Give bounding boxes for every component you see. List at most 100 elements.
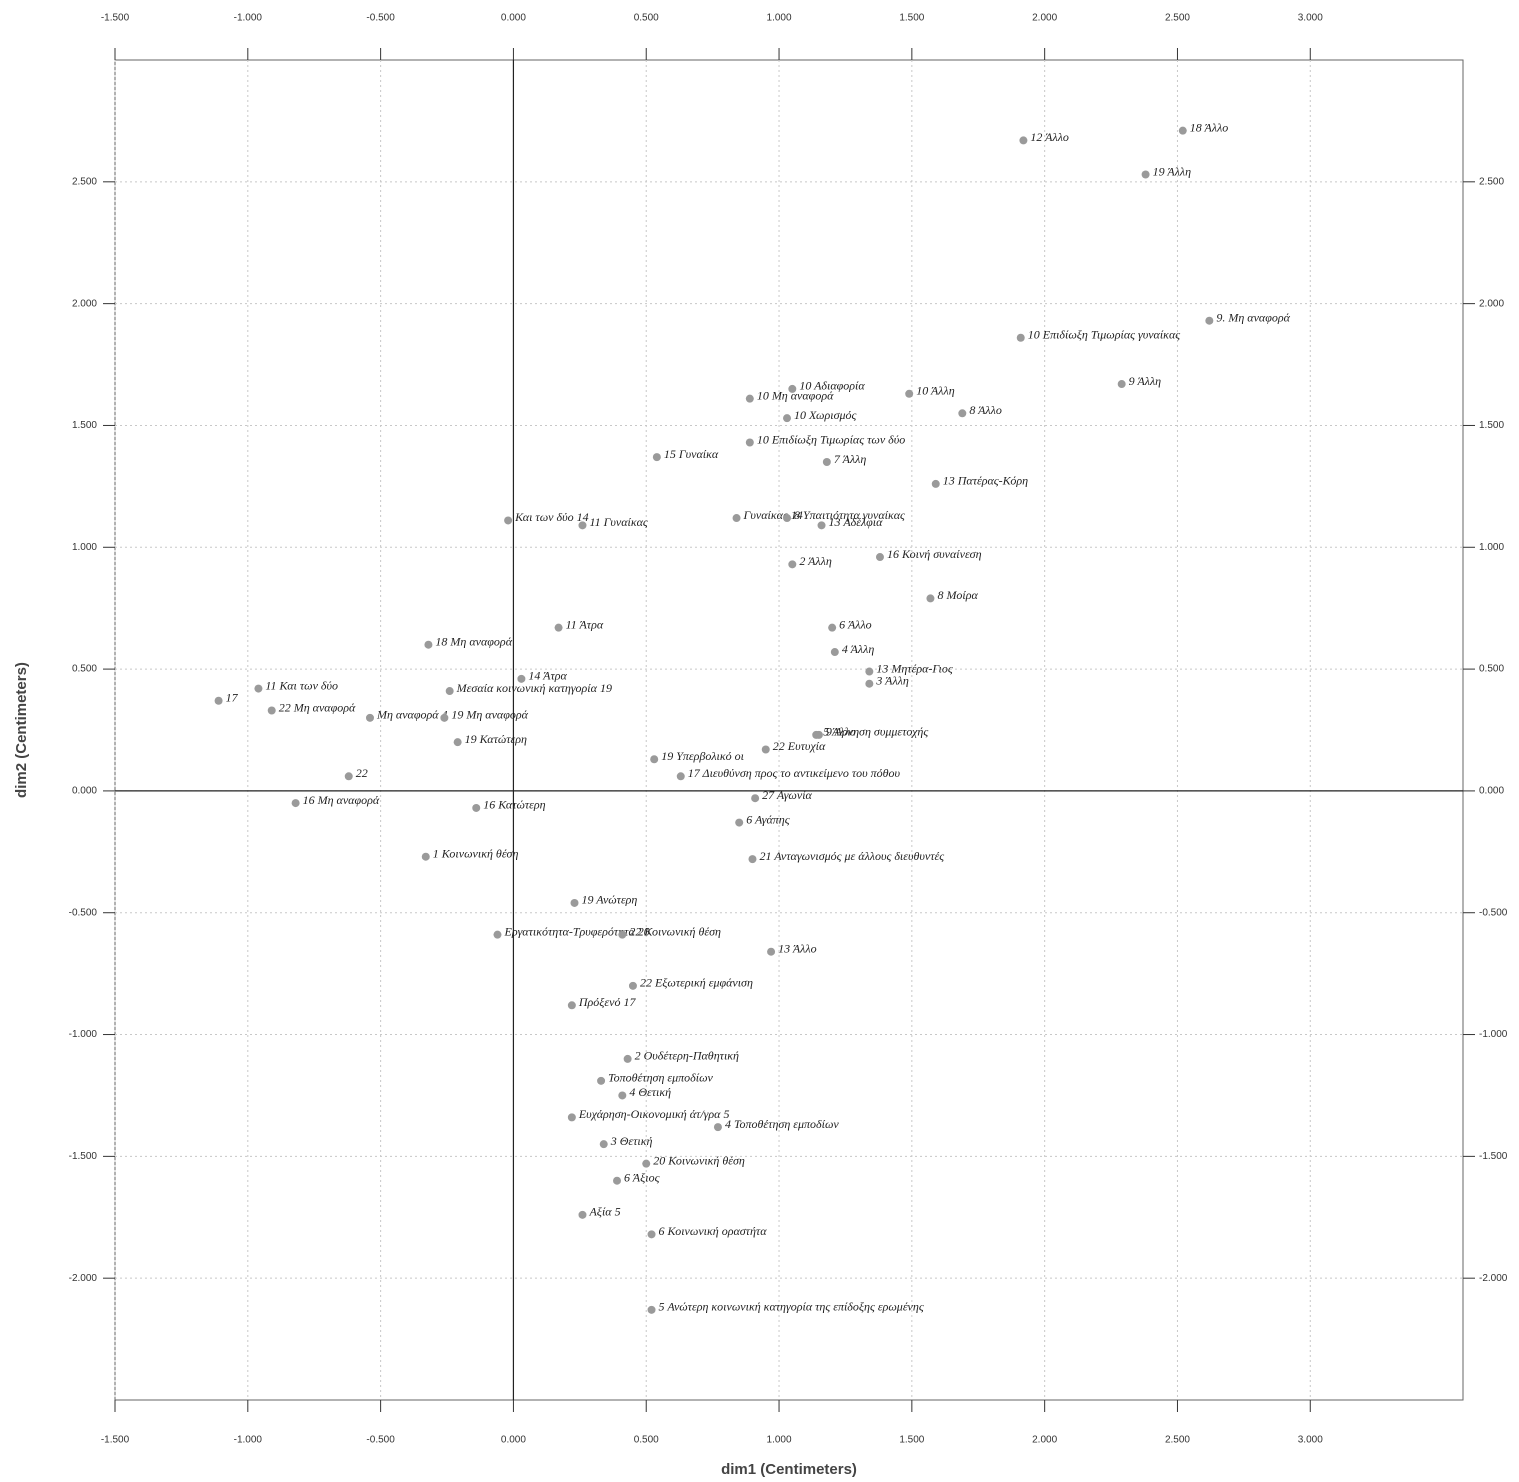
- point: [677, 772, 685, 780]
- plot-frame: [115, 60, 1463, 1400]
- point-label: 1 Κοινωνική θέση: [433, 846, 519, 860]
- point: [762, 745, 770, 753]
- point: [618, 1091, 626, 1099]
- point-label: 7 Άλλη: [834, 452, 867, 466]
- point: [366, 714, 374, 722]
- x-tick-label: 2.000: [1032, 1435, 1057, 1446]
- y-tick-label: -1.500: [69, 1151, 98, 1162]
- point-label: 16 Μη αναφορά: [303, 793, 380, 807]
- point-label: 27 Αγωνία: [762, 788, 812, 802]
- point-label: 6 Κοινωνική οραστήτα: [659, 1224, 768, 1238]
- y-tick-label-right: -1.500: [1479, 1151, 1508, 1162]
- x-tick-label: -0.500: [366, 1435, 395, 1446]
- point: [751, 794, 759, 802]
- x-tick-label-top: 1.000: [767, 13, 792, 24]
- x-tick-label: 2.500: [1165, 1435, 1190, 1446]
- x-tick-label-top: 0.000: [501, 13, 526, 24]
- point: [440, 714, 448, 722]
- y-tick-label-right: 2.000: [1479, 298, 1504, 309]
- point-label: 9 Άρνηση συμμετοχής: [826, 725, 929, 739]
- point-label: Αξία 5: [588, 1205, 620, 1219]
- point: [504, 516, 512, 524]
- point-label: 8 Μοίρα: [937, 588, 978, 602]
- x-tick-label-top: 0.500: [634, 13, 659, 24]
- x-tick-label: 1.500: [899, 1435, 924, 1446]
- point: [746, 439, 754, 447]
- point-label: 4 Τοποθέτηση εμποδίων: [725, 1117, 839, 1131]
- point: [629, 982, 637, 990]
- point: [746, 395, 754, 403]
- x-axis-title: dim1 (Centimeters): [721, 1461, 857, 1478]
- point: [650, 755, 658, 763]
- point-label: 2 Άλλη: [799, 554, 832, 568]
- point-label: 19 Υπερβολικό οι: [661, 749, 744, 763]
- point: [424, 641, 432, 649]
- point: [1205, 317, 1213, 325]
- point: [748, 855, 756, 863]
- point: [268, 707, 276, 715]
- y-tick-label-right: -0.500: [1479, 907, 1508, 918]
- point-label: 21 Ανταγωνισμός με άλλους διευθυντές: [759, 849, 944, 863]
- x-tick-label-top: 1.500: [899, 13, 924, 24]
- point-label: 10 Χωρισμός: [794, 408, 857, 422]
- point-label: 10 Άλλη: [916, 384, 955, 398]
- y-tick-label: 2.500: [72, 176, 97, 187]
- point: [865, 680, 873, 688]
- point: [1019, 136, 1027, 144]
- point: [823, 458, 831, 466]
- point-label: Ευχάρηση-Οικονομική άτ/γρα 5: [578, 1107, 730, 1121]
- point-label: 4 Άλλη: [842, 642, 875, 656]
- point-label: 22: [356, 766, 368, 780]
- point-label: 10 Μη αναφορά: [757, 388, 834, 402]
- point: [767, 948, 775, 956]
- point: [815, 731, 823, 739]
- x-tick-label: 1.000: [767, 1435, 792, 1446]
- y-tick-label: 0.500: [72, 664, 97, 675]
- point-label: 19 Άλλη: [1153, 164, 1192, 178]
- point-label: 13 Αδέλφια: [829, 515, 884, 529]
- x-tick-label: 3.000: [1298, 1435, 1323, 1446]
- point: [1118, 380, 1126, 388]
- chart: dim1 (Centimeters) dim2 (Centimeters) -1…: [0, 0, 1519, 1482]
- point: [624, 1055, 632, 1063]
- point: [454, 738, 462, 746]
- y-tick-label-right: -1.000: [1479, 1029, 1508, 1040]
- point-label: 15 Γυναίκα: [664, 447, 719, 461]
- point: [783, 414, 791, 422]
- point: [292, 799, 300, 807]
- point-label: 20 Κοινωνική θέση: [653, 1153, 745, 1167]
- point-label: 22 Μη αναφορά: [279, 700, 356, 714]
- point: [831, 648, 839, 656]
- point: [1017, 334, 1025, 342]
- point-label: 6 Αγάπης: [746, 812, 790, 826]
- x-tick-label: -1.500: [101, 1435, 130, 1446]
- point-label: Πρόξενό 17: [578, 995, 637, 1009]
- y-tick-label-right: 0.500: [1479, 664, 1504, 675]
- point: [571, 899, 579, 907]
- point: [1179, 127, 1187, 135]
- x-tick-label: -1.000: [234, 1435, 263, 1446]
- point-label: 22 Εξωτερική εμφάνιση: [640, 976, 753, 990]
- point-label: Εργατικότητα-Τρυφερότητα 20: [503, 924, 649, 938]
- point: [568, 1113, 576, 1121]
- point: [865, 668, 873, 676]
- point: [642, 1160, 650, 1168]
- y-tick-label-right: -2.000: [1479, 1273, 1508, 1284]
- point-label: 6 Άξιος: [624, 1170, 660, 1184]
- x-tick-label-top: -1.500: [101, 13, 130, 24]
- point-label: 17 Διευθύνση προς το αντικείμενο του πόθ…: [688, 766, 901, 780]
- point-label: 22 Ευτυχία: [773, 739, 826, 753]
- point-label: 19 Ανώτερη: [582, 893, 638, 907]
- x-tick-label-top: -0.500: [366, 13, 395, 24]
- point-label: 8 Άλλο: [969, 403, 1002, 417]
- point: [422, 853, 430, 861]
- point-label: 4 Θετική: [629, 1085, 671, 1099]
- point-label: 9 Άλλη: [1129, 374, 1162, 388]
- point-label: 13 Πατέρας-Κόρη: [943, 474, 1028, 488]
- x-tick-label-top: 2.500: [1165, 13, 1190, 24]
- y-tick-label-right: 1.500: [1479, 420, 1504, 431]
- point: [788, 560, 796, 568]
- point: [618, 931, 626, 939]
- y-axis-title: dim2 (Centimeters): [13, 662, 30, 798]
- y-tick-label: 1.000: [72, 542, 97, 553]
